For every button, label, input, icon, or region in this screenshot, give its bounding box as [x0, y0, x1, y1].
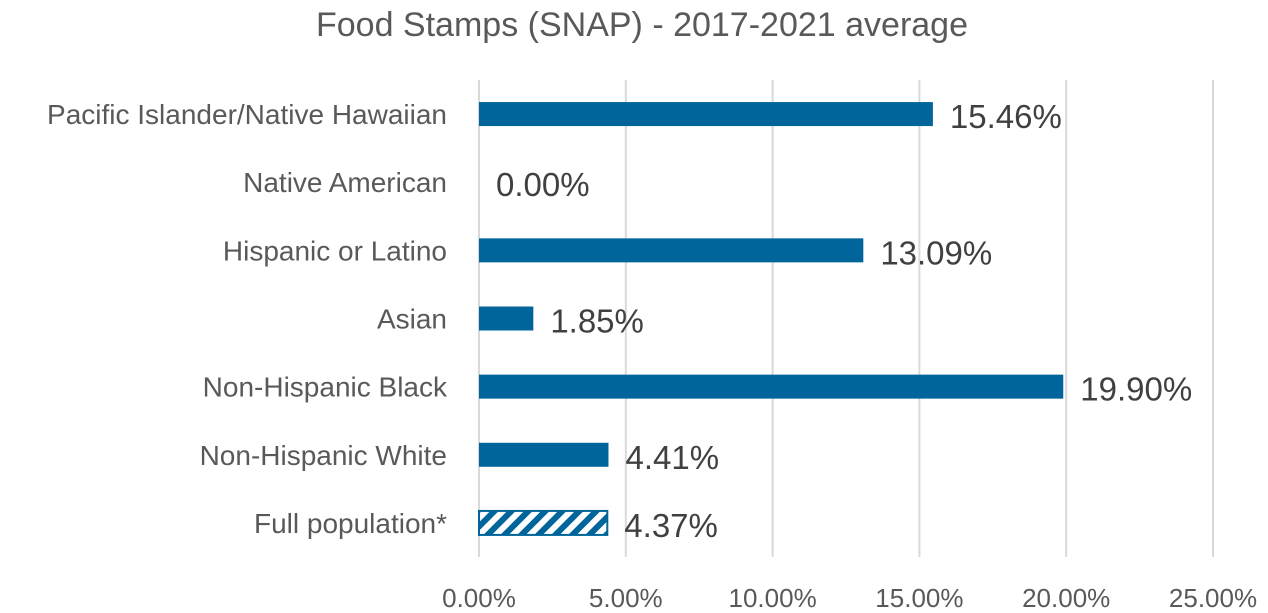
category-label: Non-Hispanic White [200, 440, 447, 471]
bars [478, 102, 1064, 536]
gridlines [478, 80, 1214, 557]
data-label: 1.85% [550, 303, 644, 340]
category-labels: Pacific Islander/Native Hawaiian Native A… [47, 99, 448, 539]
data-label: 0.00% [496, 166, 590, 203]
x-tick-label: 15.00% [875, 583, 963, 613]
bar [479, 238, 864, 263]
chart-title: Food Stamps (SNAP) - 2017-2021 average [316, 6, 968, 44]
bar [479, 306, 534, 331]
x-tick-label: 20.00% [1022, 583, 1110, 613]
data-label: 19.90% [1080, 371, 1192, 408]
data-label: 15.46% [950, 98, 1062, 135]
category-label: Pacific Islander/Native Hawaiian [47, 99, 447, 130]
x-tick-label: 25.00% [1169, 583, 1257, 613]
bar [479, 442, 609, 467]
category-label: Native American [243, 167, 447, 198]
bar [479, 102, 933, 127]
category-label: Hispanic or Latino [223, 235, 447, 266]
category-label: Non-Hispanic Black [203, 372, 448, 403]
x-tick-label: 5.00% [589, 583, 663, 613]
x-axis-tick-labels: 0.00% 5.00% 10.00% 15.00% 20.00% 25.00% [442, 583, 1257, 613]
data-label: 13.09% [880, 234, 992, 271]
category-label: Asian [377, 304, 447, 335]
x-tick-label: 0.00% [442, 583, 516, 613]
category-label: Full population* [254, 508, 447, 539]
data-label: 4.37% [624, 507, 718, 544]
bar [478, 509, 609, 536]
x-tick-label: 10.00% [729, 583, 817, 613]
data-label: 4.41% [625, 439, 719, 476]
data-labels: 15.46% 0.00% 13.09% 1.85% 19.90% 4.41% 4.37% [496, 98, 1192, 544]
bar [479, 374, 1064, 399]
